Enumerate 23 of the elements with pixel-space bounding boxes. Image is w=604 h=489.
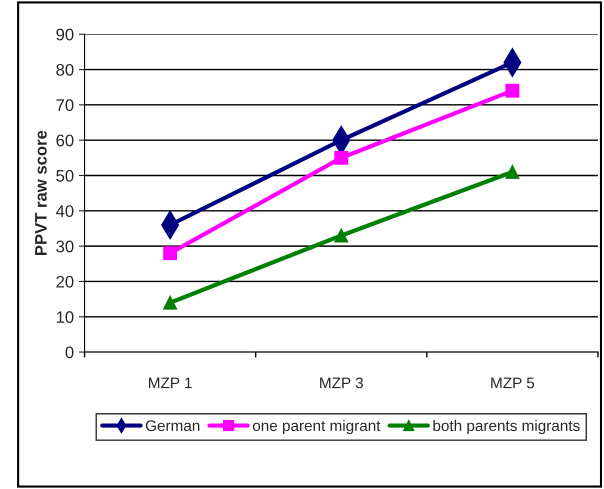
legend-label: one parent migrant: [252, 420, 380, 434]
point: [334, 150, 348, 165]
point: [334, 228, 348, 242]
y-axis-title: PPVT raw score: [35, 130, 47, 256]
y-tick-label: 60: [56, 134, 74, 146]
point: [505, 84, 520, 98]
y-tick-label: 90: [56, 28, 74, 40]
y-tick-label: 50: [56, 170, 74, 182]
legend-label: both parents migrants: [433, 420, 580, 434]
point: [163, 296, 178, 310]
x-tick-label: MZP 5: [491, 378, 534, 388]
point: [163, 246, 178, 260]
y-tick-label: 10: [56, 311, 74, 323]
y-tick-label: 30: [56, 240, 74, 252]
y-tick-label: 0: [66, 346, 74, 358]
point: [505, 165, 520, 179]
x-tick-label: MZP 1: [149, 378, 192, 388]
y-tick-label: 20: [56, 276, 74, 288]
legend-label: German: [146, 420, 200, 432]
y-tick-label: 40: [56, 205, 74, 218]
y-tick-label: 80: [56, 64, 74, 76]
x-tick-label: MZP 3: [320, 377, 363, 388]
y-tick-label: 70: [56, 99, 74, 112]
